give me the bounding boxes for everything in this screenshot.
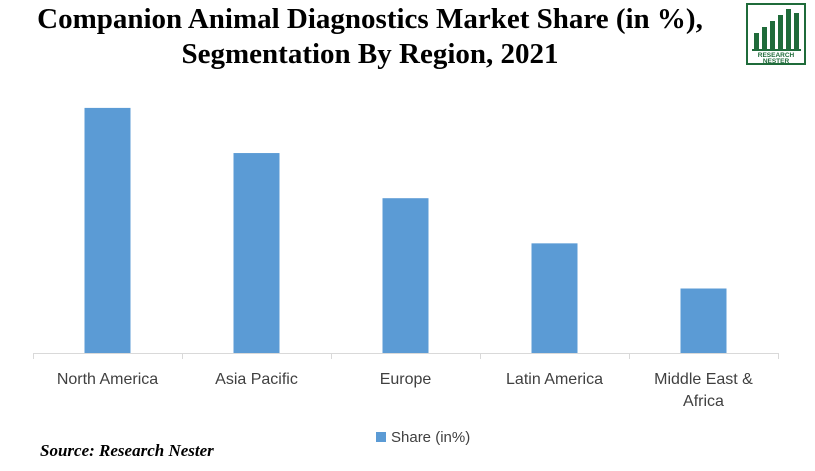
source-note: Source: Research Nester	[40, 441, 214, 460]
chart-title: Companion Animal Diagnostics Market Shar…	[0, 2, 740, 72]
bar	[84, 107, 131, 354]
x-tick-label: Latin America	[506, 371, 603, 388]
bar	[382, 198, 429, 353]
x-tick-label: Europe	[380, 371, 432, 388]
x-tick-label: North America	[57, 371, 158, 388]
x-tick-label: Asia Pacific	[215, 371, 298, 388]
bar	[680, 288, 727, 353]
chart-title-line-2: Segmentation By Region, 2021	[181, 38, 559, 70]
bar-chart-logo-icon	[752, 9, 801, 51]
x-tick-label: Middle East & Africa	[654, 371, 753, 410]
legend-label: Share (in%)	[391, 429, 470, 446]
bar	[531, 243, 578, 353]
research-nester-logo: RESEARCH NESTER	[746, 3, 806, 65]
logo-text-line-2: NESTER	[763, 58, 790, 65]
logo-text-line-1: RESEARCH	[758, 52, 795, 59]
legend-swatch	[376, 432, 386, 442]
chart-title-line-1: Companion Animal Diagnostics Market Shar…	[37, 3, 703, 35]
legend: Share (in%)	[376, 429, 470, 446]
bar	[233, 153, 280, 353]
